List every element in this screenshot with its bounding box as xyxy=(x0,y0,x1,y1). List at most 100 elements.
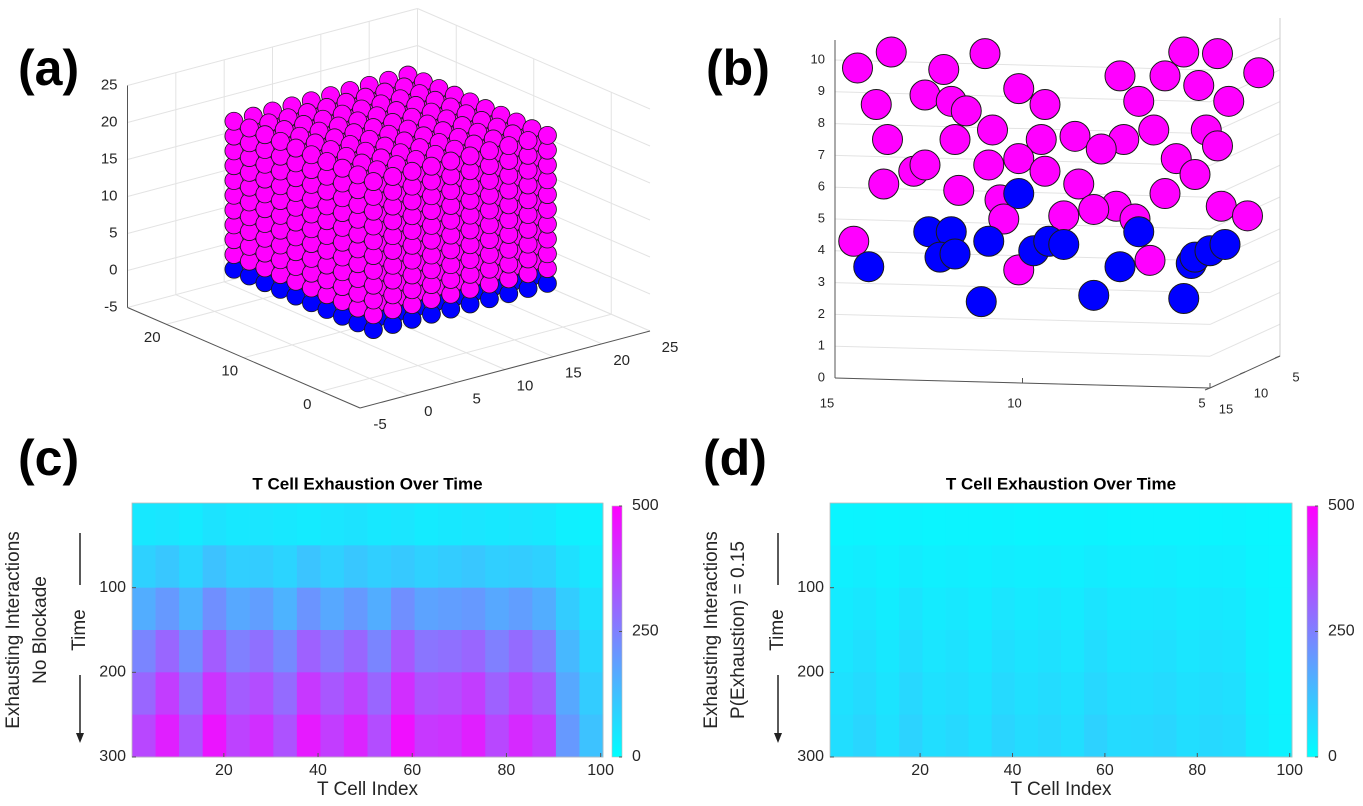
grid-line xyxy=(834,282,1211,294)
sphere xyxy=(460,146,480,166)
heatmap-cell xyxy=(273,587,298,631)
heatmap-cell xyxy=(1061,630,1085,673)
grid-line xyxy=(834,345,1211,357)
heatmap-cell xyxy=(830,503,854,546)
heatmap-cell xyxy=(991,545,1016,589)
heatmap-cell xyxy=(485,587,510,631)
y-tick-label: 10 xyxy=(221,363,238,380)
heatmap-cell xyxy=(1222,714,1247,758)
heatmap-cell xyxy=(830,714,854,758)
point xyxy=(1078,193,1110,225)
point xyxy=(1123,216,1155,248)
point xyxy=(973,149,1005,181)
tick-mark xyxy=(1274,355,1281,359)
arrow-head xyxy=(774,733,782,743)
point xyxy=(1104,60,1136,92)
heatmap-cell xyxy=(1199,630,1224,673)
z-tick-label: 10 xyxy=(101,187,118,204)
point xyxy=(1168,283,1200,314)
x-tick-label: 100 xyxy=(1276,762,1303,779)
point xyxy=(1168,36,1200,68)
heatmap-cell xyxy=(296,545,321,589)
colorbar-tick-label: 0 xyxy=(632,748,641,765)
heatmap-cell xyxy=(876,672,900,716)
heatmap-cell xyxy=(179,503,204,546)
point xyxy=(939,238,971,270)
x-tick-label: 80 xyxy=(1188,762,1206,779)
x-tick-label: 25 xyxy=(662,339,679,356)
arrow-head xyxy=(76,733,84,743)
plot-frame xyxy=(131,502,604,758)
heatmap-cell xyxy=(179,545,204,589)
heatmap-cell xyxy=(343,503,368,546)
heatmap-cell xyxy=(508,630,533,673)
heatmap-cell xyxy=(555,714,580,758)
heatmap-cell xyxy=(508,714,533,758)
side-label: Exhausting Interactions xyxy=(3,531,24,729)
heatmap-cell xyxy=(461,503,486,546)
heatmap-cell xyxy=(249,587,274,631)
z-tick-label: 3 xyxy=(818,274,825,289)
heatmap-cell xyxy=(1107,714,1131,758)
heatmap-cell xyxy=(320,587,345,631)
point xyxy=(875,36,907,68)
point xyxy=(1123,85,1155,117)
point xyxy=(1104,251,1136,283)
heatmap-cell xyxy=(485,503,510,546)
heatmap-cell xyxy=(1037,503,1062,546)
heatmap-cell xyxy=(202,672,227,716)
heatmap-cell xyxy=(579,503,604,546)
heatmap-cell xyxy=(1268,672,1293,716)
heatmap-cell xyxy=(273,714,298,758)
x-tick-label: 20 xyxy=(215,762,233,779)
heatmap-cell xyxy=(555,545,580,589)
heatmap-cell xyxy=(1061,503,1085,546)
heatmap-cell xyxy=(202,545,227,589)
heatmap-cell xyxy=(226,672,251,716)
heatmap-cell xyxy=(438,714,463,758)
heatmap-cell xyxy=(249,672,274,716)
z-tick-label: 8 xyxy=(818,115,825,130)
grid-line xyxy=(1209,101,1281,135)
heatmap-cell xyxy=(1176,714,1200,758)
z-tick-label: 9 xyxy=(818,83,825,98)
y-tick-label: 100 xyxy=(797,579,824,596)
heatmap-cell xyxy=(1222,503,1247,546)
heatmap-cell xyxy=(968,545,993,589)
side-label: No Blockade xyxy=(30,576,51,684)
heatmap-cell xyxy=(899,587,923,631)
heatmap-cell xyxy=(296,630,321,673)
x-tick-label: 20 xyxy=(613,352,630,369)
heatmap-cell xyxy=(320,630,345,673)
heatmap-cell xyxy=(414,503,439,546)
heatmap-cell xyxy=(1245,714,1270,758)
grid-line xyxy=(834,218,1211,230)
heatmap-cell xyxy=(991,714,1016,758)
heatmap-cell xyxy=(132,587,156,631)
heatmap-cell xyxy=(343,672,368,716)
heatmap-cell xyxy=(1222,545,1247,589)
x-tick-label: 40 xyxy=(309,762,327,779)
heatmap-cell xyxy=(226,630,251,673)
sphere xyxy=(402,161,422,181)
heatmap-cell xyxy=(320,672,345,716)
heatmap-cell xyxy=(438,672,463,716)
heatmap-cell xyxy=(1107,672,1131,716)
point xyxy=(868,168,900,200)
heatmap-cell xyxy=(579,587,604,631)
point xyxy=(1202,38,1233,70)
heatmap-cell xyxy=(922,545,946,589)
x-tick-label: 40 xyxy=(1004,762,1022,779)
heatmap-cell xyxy=(1153,672,1177,716)
z-tick-label: 1 xyxy=(818,338,825,353)
heatmap-cell xyxy=(945,672,969,716)
x-tick-label: 10 xyxy=(1007,395,1021,410)
point xyxy=(1048,228,1080,260)
heatmap-cell xyxy=(1222,630,1247,673)
heatmap-cell xyxy=(1199,503,1224,546)
panel-label: (c) xyxy=(18,430,79,486)
colorbar-tick-label: 500 xyxy=(1328,497,1355,514)
heatmap-cell xyxy=(1107,503,1131,546)
heatmap-cell xyxy=(853,630,877,673)
